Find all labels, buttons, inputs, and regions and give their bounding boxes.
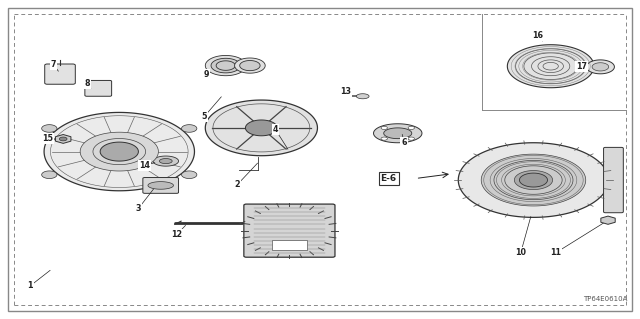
Polygon shape: [384, 128, 412, 139]
FancyBboxPatch shape: [85, 80, 111, 96]
Polygon shape: [240, 61, 260, 70]
Polygon shape: [159, 159, 172, 164]
Text: 3: 3: [136, 204, 141, 213]
Polygon shape: [205, 100, 317, 156]
Polygon shape: [356, 94, 369, 99]
Polygon shape: [100, 142, 138, 161]
FancyBboxPatch shape: [604, 147, 623, 213]
Polygon shape: [56, 135, 71, 143]
Polygon shape: [520, 173, 547, 187]
Polygon shape: [408, 126, 415, 130]
Polygon shape: [205, 56, 246, 76]
Text: 17: 17: [576, 62, 587, 71]
Polygon shape: [601, 216, 615, 224]
Polygon shape: [153, 156, 179, 166]
Polygon shape: [216, 61, 236, 70]
Text: 5: 5: [201, 112, 207, 121]
Polygon shape: [494, 160, 573, 200]
Text: TP64E0610A: TP64E0610A: [583, 296, 627, 302]
Polygon shape: [481, 154, 586, 206]
Polygon shape: [182, 171, 197, 179]
Polygon shape: [60, 137, 67, 141]
Text: E-6: E-6: [381, 174, 397, 183]
FancyBboxPatch shape: [272, 240, 307, 250]
Text: 2: 2: [234, 180, 240, 189]
Polygon shape: [381, 137, 387, 140]
Text: 9: 9: [204, 70, 209, 78]
FancyBboxPatch shape: [143, 178, 179, 193]
Text: 8: 8: [84, 79, 90, 88]
Polygon shape: [458, 143, 609, 217]
Polygon shape: [42, 125, 57, 132]
Polygon shape: [408, 137, 415, 140]
Polygon shape: [80, 132, 158, 171]
Polygon shape: [381, 126, 387, 130]
Text: 11: 11: [550, 248, 561, 257]
Polygon shape: [42, 171, 57, 179]
Polygon shape: [148, 182, 173, 189]
Polygon shape: [505, 166, 562, 194]
Text: 12: 12: [171, 230, 182, 239]
Polygon shape: [508, 45, 594, 88]
Polygon shape: [235, 58, 265, 73]
FancyBboxPatch shape: [45, 64, 76, 84]
Text: 4: 4: [273, 125, 278, 134]
Polygon shape: [374, 124, 422, 143]
Polygon shape: [246, 120, 277, 136]
Text: 1: 1: [28, 281, 33, 291]
Text: 10: 10: [515, 248, 526, 257]
FancyBboxPatch shape: [244, 204, 335, 257]
Text: 15: 15: [42, 134, 52, 144]
Polygon shape: [515, 171, 552, 189]
Polygon shape: [44, 112, 195, 191]
Polygon shape: [93, 138, 145, 165]
Text: 16: 16: [532, 31, 543, 40]
Polygon shape: [592, 63, 609, 71]
Text: 14: 14: [140, 161, 150, 170]
Text: 13: 13: [340, 87, 351, 96]
Text: 7: 7: [51, 60, 56, 69]
Polygon shape: [182, 125, 197, 132]
Polygon shape: [211, 58, 241, 73]
Polygon shape: [586, 60, 614, 74]
Text: 6: 6: [401, 137, 407, 147]
